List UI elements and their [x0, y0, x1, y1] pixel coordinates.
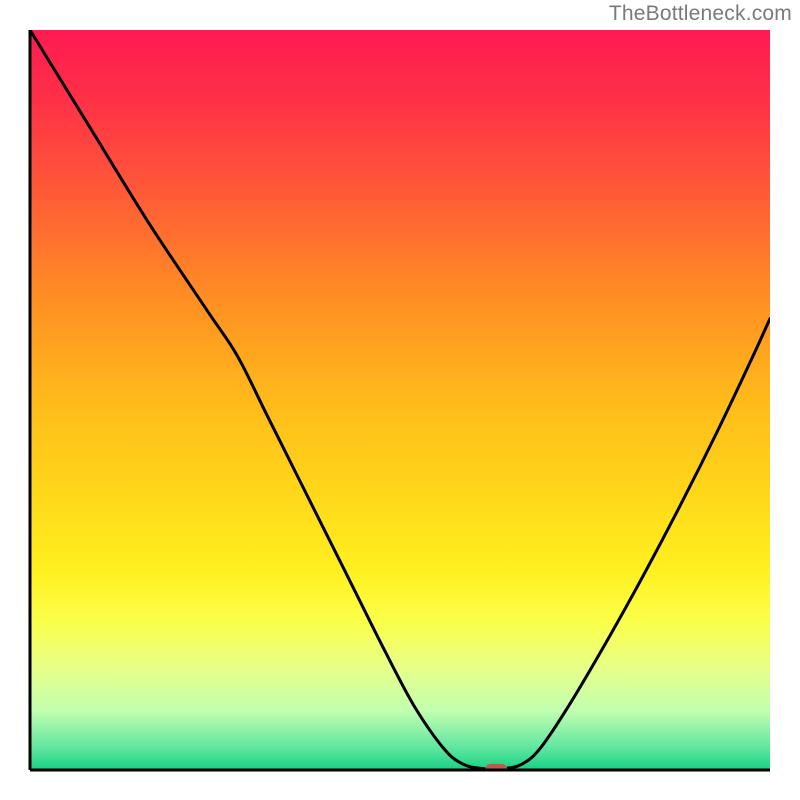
- plot-background: [30, 30, 770, 770]
- bottleneck-chart: [0, 0, 800, 800]
- watermark-text: TheBottleneck.com: [609, 2, 792, 26]
